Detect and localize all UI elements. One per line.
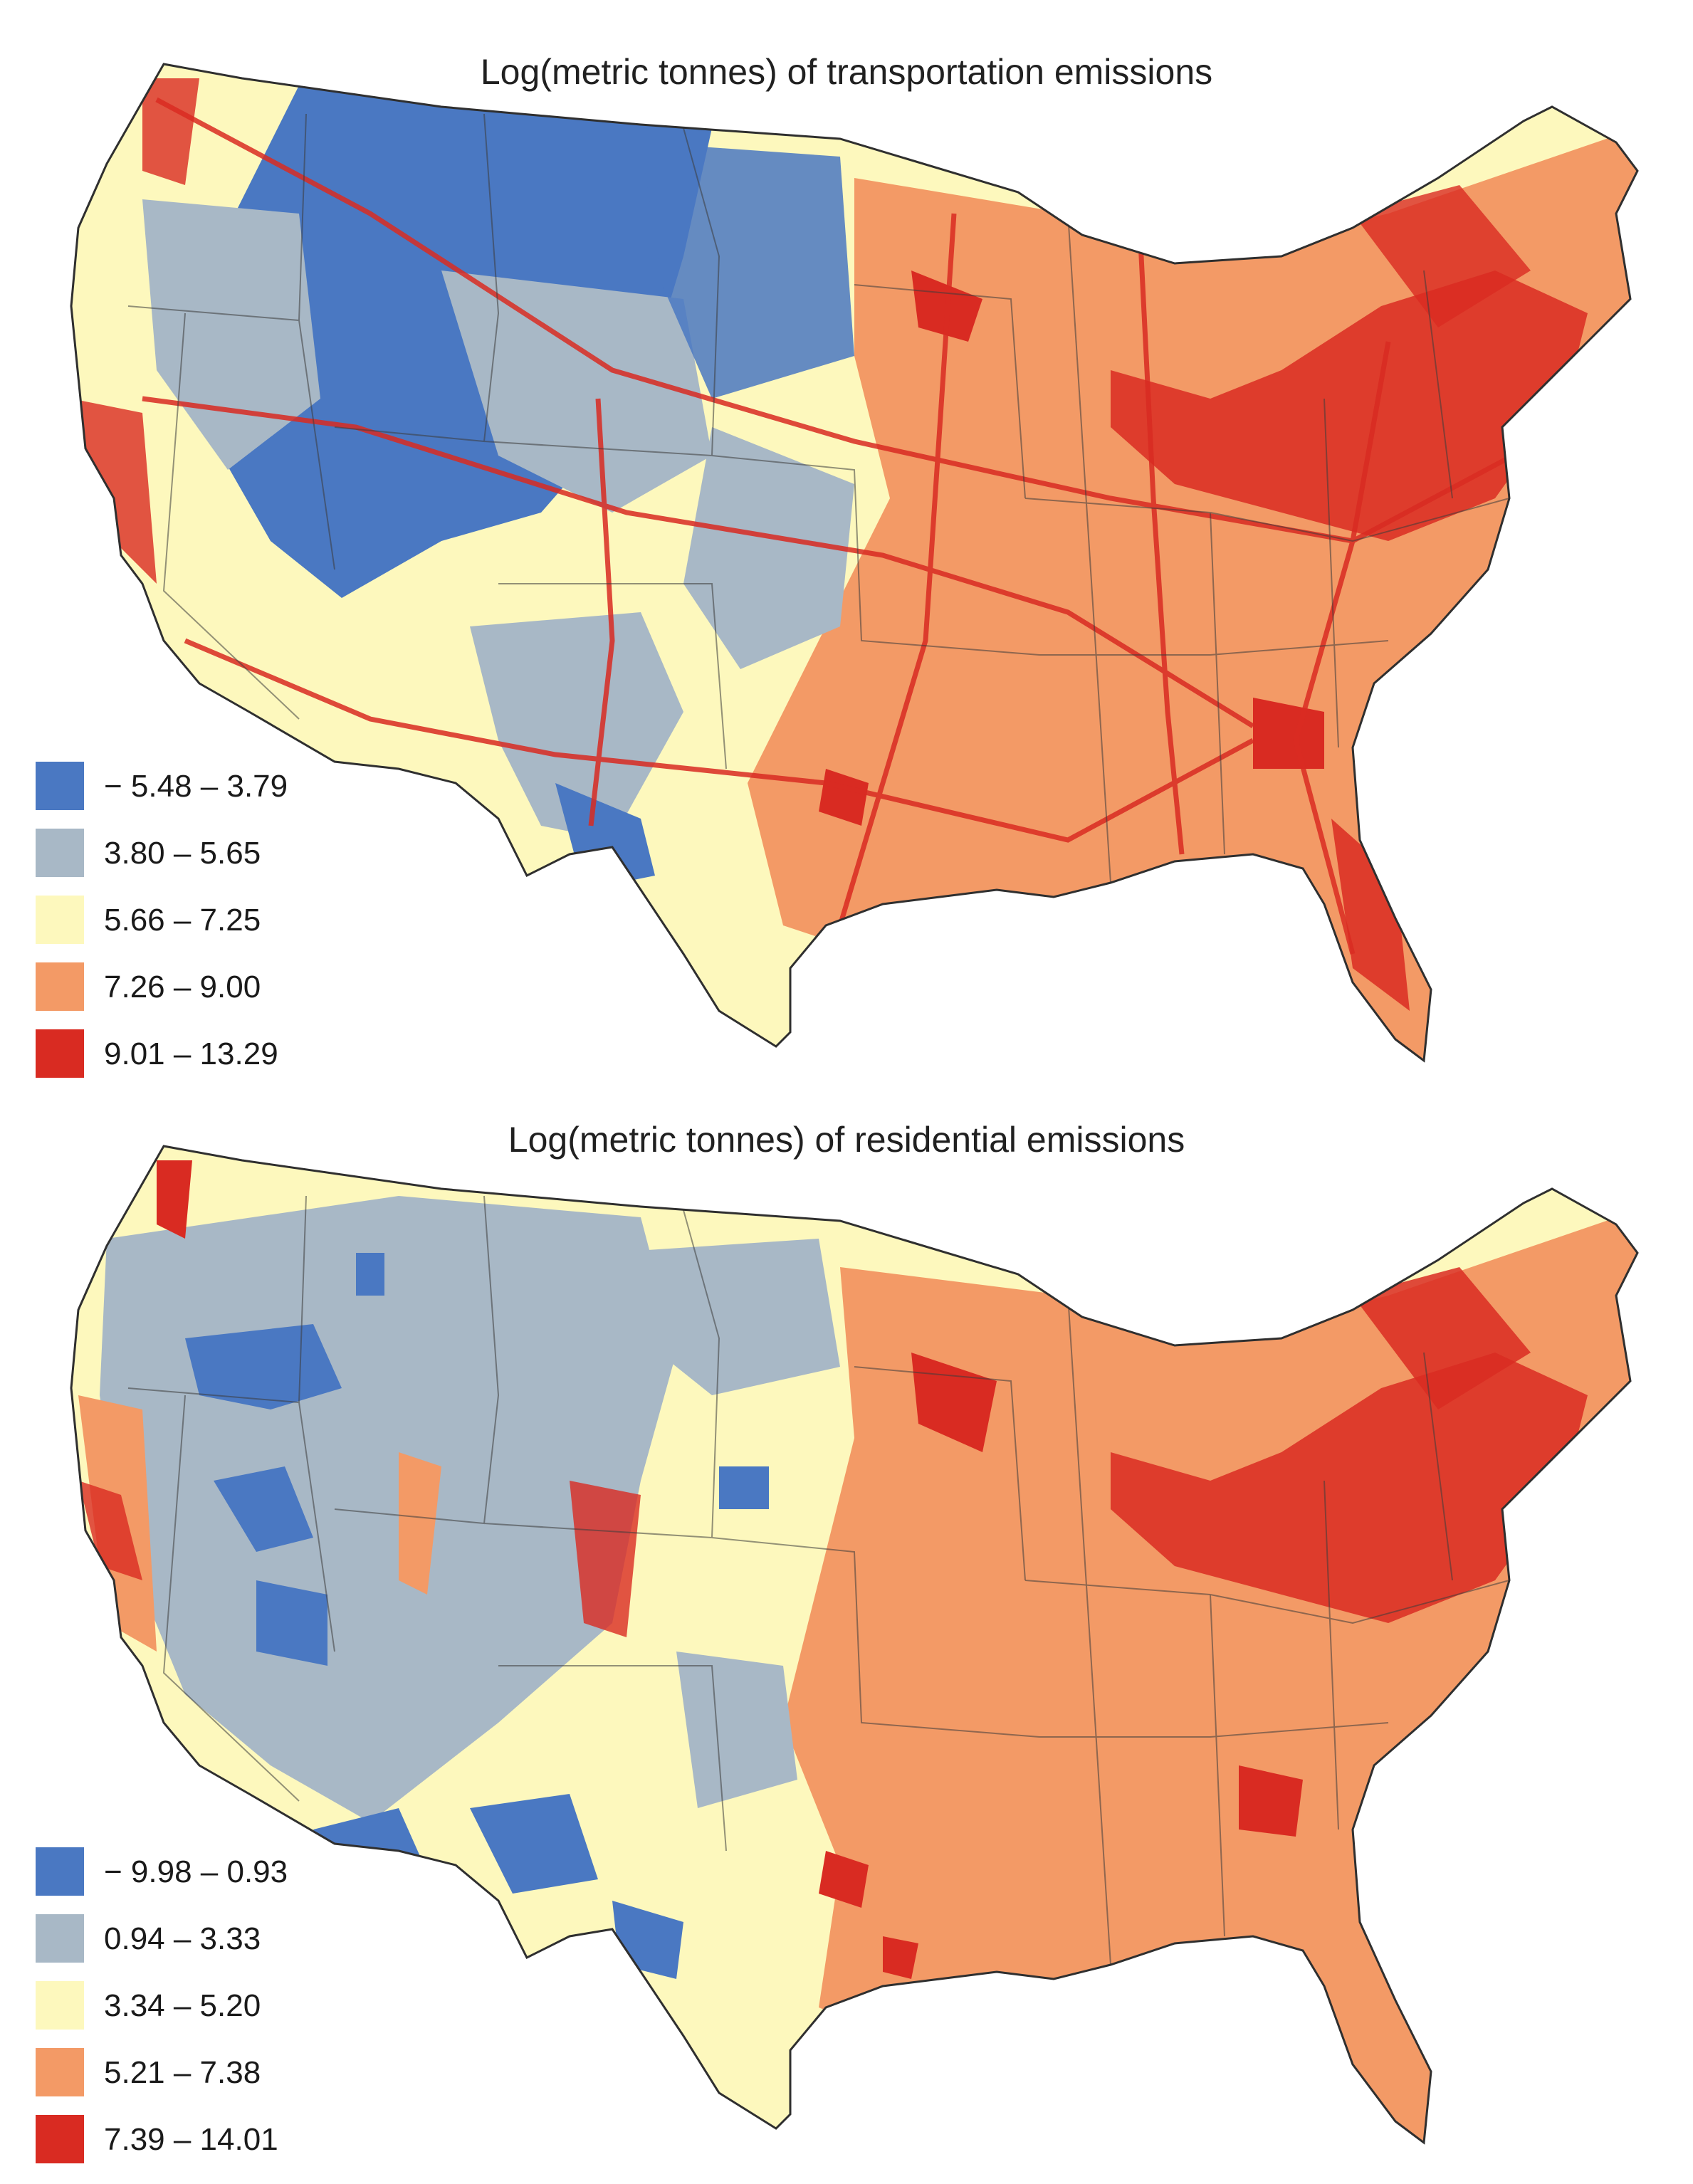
legend-swatch: [36, 1981, 84, 2030]
us-outline: [70, 1145, 1639, 2145]
legend-label: 7.26 – 9.00: [104, 970, 261, 1004]
map-title: Log(metric tonnes) of residential emissi…: [508, 1120, 1185, 1160]
legend-swatch: [36, 829, 84, 877]
legend-swatch: [36, 1029, 84, 1078]
transportation-map-panel: Log(metric tonnes) of transportation emi…: [0, 0, 1693, 1082]
transportation-map: [70, 63, 1639, 1063]
legend-swatch: [36, 1914, 84, 1963]
legend-swatch: [36, 962, 84, 1011]
legend-label: 9.01 – 13.29: [104, 1036, 278, 1071]
legend-swatch: [36, 762, 84, 810]
us-outline: [70, 63, 1639, 1063]
legend-label: 3.80 – 5.65: [104, 836, 261, 871]
legend-swatch: [36, 1847, 84, 1896]
state-borders: [127, 1195, 1510, 1965]
legend-label: − 5.48 – 3.79: [104, 769, 288, 804]
legend-label: 5.66 – 7.25: [104, 903, 261, 938]
legend-label: 0.94 – 3.33: [104, 1921, 261, 1956]
residential-map: [70, 1145, 1639, 2145]
legend-label: 5.21 – 7.38: [104, 2055, 261, 2090]
residential-map-panel: Log(metric tonnes) of residential emissi…: [0, 1082, 1693, 2184]
legend-label: 3.34 – 5.20: [104, 1988, 261, 2023]
legend-label: 7.39 – 14.01: [104, 2122, 278, 2157]
legend-swatch: [36, 2048, 84, 2096]
legend-label: − 9.98 – 0.93: [104, 1854, 288, 1889]
legend-swatch: [36, 2115, 84, 2163]
legend-swatch: [36, 896, 84, 944]
map-title: Log(metric tonnes) of transportation emi…: [480, 52, 1213, 92]
